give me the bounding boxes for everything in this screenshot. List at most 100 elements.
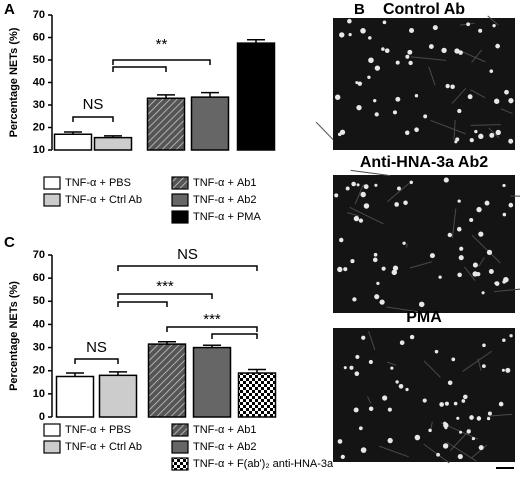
- nucleus: [442, 443, 449, 449]
- nucleus: [436, 452, 440, 457]
- nucleus: [409, 27, 415, 33]
- nucleus: [361, 335, 366, 340]
- net-fiber: [386, 361, 397, 366]
- nucleus: [355, 81, 359, 85]
- nucleus: [395, 380, 399, 384]
- net-fiber: [349, 206, 384, 225]
- nucleus: [481, 291, 485, 295]
- nucleus: [503, 276, 509, 283]
- nucleus: [457, 453, 463, 460]
- nucleus: [403, 200, 408, 206]
- net-fiber: [386, 306, 421, 313]
- nucleus: [432, 25, 438, 31]
- nucleus: [469, 415, 474, 420]
- net-fiber: [451, 87, 467, 104]
- nucleus: [347, 18, 352, 24]
- nucleus: [350, 258, 355, 264]
- nucleus: [373, 252, 378, 257]
- legend-label: TNF-α + Ab1: [193, 424, 257, 436]
- nucleus: [447, 380, 453, 386]
- nucleus: [399, 340, 405, 346]
- nucleus: [488, 269, 494, 274]
- legend-label: TNF-α + F(ab')₂ anti-HNA-3a: [193, 458, 334, 470]
- significance-bracket: [166, 326, 258, 332]
- nucleus: [453, 401, 458, 406]
- nucleus: [486, 249, 493, 256]
- significance-bracket: [117, 265, 258, 271]
- nucleus: [444, 401, 449, 406]
- bar: [237, 372, 277, 418]
- nucleus: [454, 140, 458, 144]
- micrograph: [333, 175, 515, 313]
- net-fiber: [470, 89, 486, 99]
- net-fiber: [430, 119, 466, 135]
- net-fiber: [315, 121, 334, 140]
- y-tick-label: 20: [33, 121, 45, 133]
- nucleus: [486, 416, 491, 421]
- nucleus: [356, 183, 360, 187]
- nucleus: [367, 75, 371, 79]
- nucleus: [428, 428, 432, 433]
- net-fiber: [470, 124, 501, 126]
- nucleus: [334, 193, 339, 198]
- nucleus: [458, 255, 464, 261]
- legend-label: TNF-α + Ctrl Ab: [65, 194, 142, 206]
- nucleus: [374, 183, 378, 187]
- significance-label: NS: [86, 339, 107, 356]
- nucleus: [445, 83, 450, 89]
- nucleus: [356, 105, 362, 111]
- nucleus: [343, 267, 348, 272]
- nucleus: [504, 89, 509, 95]
- significance-label: NS: [177, 246, 198, 263]
- nucleus: [508, 202, 514, 208]
- nucleus: [495, 43, 500, 49]
- net-fiber: [471, 444, 488, 459]
- nucleus: [373, 98, 377, 103]
- legend-swatch: [171, 457, 189, 471]
- y-tick-label: 20: [33, 365, 45, 377]
- nucleus: [466, 22, 471, 27]
- nucleus: [505, 367, 511, 373]
- nucleus: [405, 130, 410, 135]
- y-axis-label: Percentage NETs (%): [8, 27, 20, 137]
- nucleus: [478, 231, 484, 237]
- nucleus: [349, 365, 354, 370]
- nucleus: [376, 281, 380, 286]
- nucleus: [461, 399, 466, 403]
- nucleus: [481, 364, 486, 368]
- bar: [236, 42, 276, 151]
- nucleus: [354, 371, 360, 377]
- legend-label: TNF-α + Ab1: [193, 177, 257, 189]
- y-tick-label: 60: [33, 31, 45, 43]
- nucleus: [384, 48, 390, 54]
- nucleus: [494, 281, 498, 285]
- nucleus: [459, 246, 464, 251]
- nucleus: [353, 407, 359, 413]
- nucleus: [334, 94, 341, 100]
- y-tick-label: 60: [33, 272, 45, 284]
- y-tick-label: 10: [33, 388, 45, 400]
- nucleus: [394, 202, 399, 207]
- nucleus: [348, 33, 352, 37]
- net-fiber: [493, 288, 520, 293]
- nucleus: [374, 112, 379, 117]
- micrographs: [315, 15, 520, 464]
- nucleus: [397, 186, 401, 191]
- nucleus: [429, 253, 435, 259]
- nucleus: [392, 265, 399, 271]
- legend-label: TNF-α + Ctrl Ab: [65, 441, 142, 453]
- nucleus: [368, 359, 373, 365]
- net-fiber: [423, 360, 441, 378]
- y-axis-label: Percentage NETs (%): [8, 281, 20, 391]
- nucleus: [478, 28, 483, 33]
- nucleus: [467, 94, 473, 100]
- nucleus: [469, 138, 474, 143]
- nucleus: [454, 48, 460, 54]
- bar: [53, 133, 93, 151]
- nucleus: [459, 430, 463, 434]
- nucleus: [358, 426, 363, 431]
- nucleus: [395, 96, 401, 102]
- nucleus: [405, 54, 410, 59]
- significance-bracket: [211, 333, 258, 339]
